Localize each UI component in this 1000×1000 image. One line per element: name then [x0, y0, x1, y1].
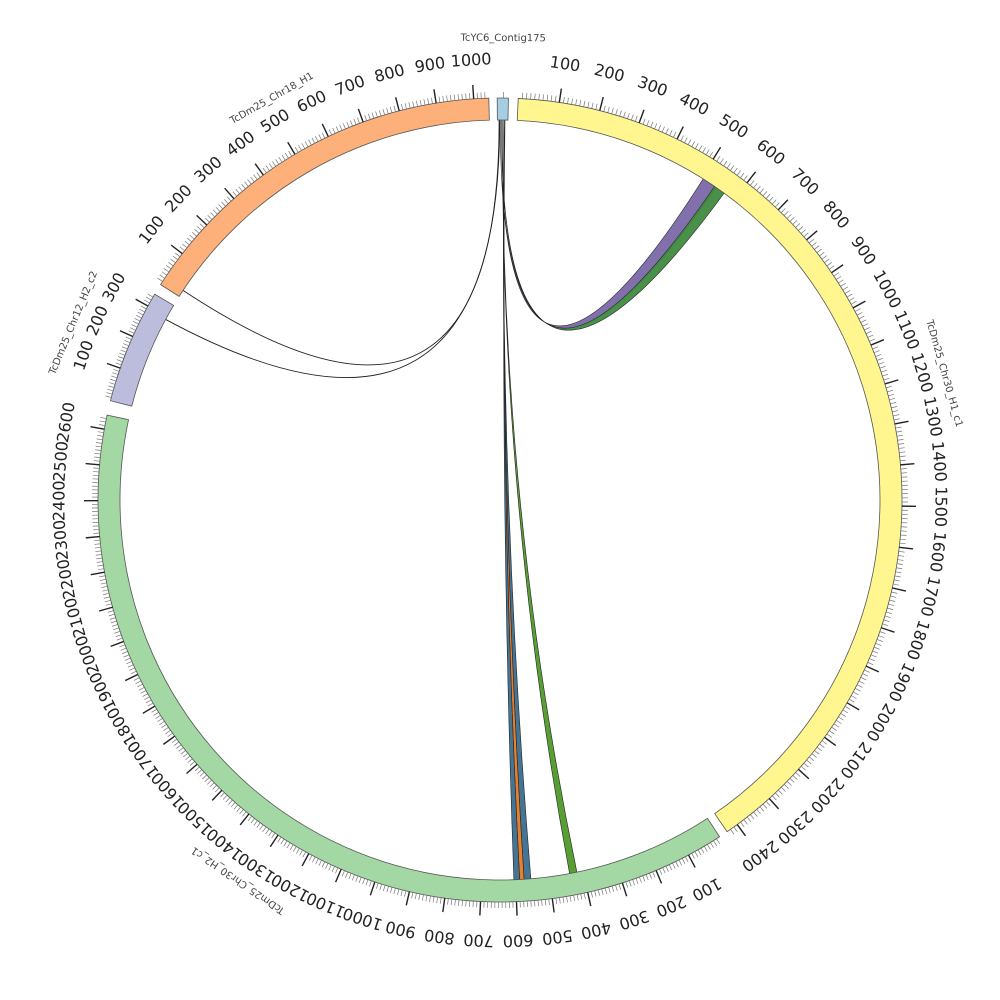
tick-label: 1100 — [890, 308, 923, 353]
tick-label: 2000 — [862, 700, 899, 745]
tick-label: 300 — [617, 906, 652, 933]
tick-label: 700 — [788, 164, 823, 199]
tick-label: 900 — [384, 917, 418, 942]
tick-label: 900 — [847, 233, 880, 269]
tick-label: 2600 — [53, 401, 79, 444]
tick-label: 500 — [716, 110, 752, 142]
tick-label: 100 — [689, 874, 725, 905]
tick-label: 1500 — [931, 486, 951, 527]
tick-label: 2400 — [738, 836, 782, 875]
tick-label: 600 — [502, 931, 533, 951]
ticks-chr12 — [105, 293, 154, 398]
ideogram-contig — [496, 97, 509, 121]
tick-layer — [83, 84, 916, 916]
tick-label: 2200 — [53, 557, 79, 600]
tick-label: 1800 — [903, 618, 934, 663]
tick-label: 900 — [413, 53, 446, 77]
ideogram-chr30h1 — [516, 97, 903, 833]
tick-label: 200 — [653, 892, 689, 921]
tick-label: 2100 — [60, 596, 89, 640]
tick-label: 700 — [332, 71, 367, 99]
tick-label: 600 — [294, 86, 330, 116]
tick-label: 800 — [372, 60, 406, 86]
tick-label: 1900 — [885, 660, 919, 705]
tick-label: 2300 — [774, 807, 817, 848]
tick-label: 2200 — [807, 774, 848, 817]
tick-label: 2300 — [50, 519, 73, 561]
ticks-chr30h2 — [83, 417, 721, 916]
segment-label: TcYC6_Contig175 — [459, 33, 545, 45]
link-layer — [165, 119, 725, 881]
tick-label: 100 — [549, 52, 582, 75]
ideogram-chr12 — [109, 293, 175, 407]
tick-label: 1000 — [450, 49, 492, 71]
tick-label: 2100 — [836, 738, 875, 782]
tick-label: 200 — [82, 303, 112, 339]
link-chr18 — [182, 120, 500, 366]
tick-label: 1700 — [917, 575, 944, 619]
tick-label: 300 — [190, 152, 225, 186]
tick-label: 1300 — [920, 395, 946, 439]
tick-label: 300 — [635, 72, 670, 100]
ticks-chr18 — [157, 84, 486, 282]
tick-label: 400 — [579, 918, 613, 943]
ticks-chr30h1 — [522, 88, 916, 837]
tick-label: 500 — [541, 926, 574, 949]
tick-label: 100 — [69, 338, 97, 373]
tick-label: 400 — [676, 89, 712, 120]
tick-label: 1200 — [907, 350, 937, 394]
tick-label: 2400 — [49, 480, 68, 521]
tick-label: 1600 — [926, 531, 950, 574]
tick-label: 300 — [98, 269, 129, 305]
tick-label: 1400 — [928, 440, 950, 482]
tick-label: 200 — [592, 60, 626, 86]
tick-label: 800 — [819, 197, 853, 233]
tick-label: 1000 — [869, 267, 905, 312]
tick-label: 700 — [463, 930, 494, 950]
ideogram-layer — [97, 97, 903, 903]
tick-label: 200 — [161, 181, 196, 216]
tick-label: 800 — [423, 925, 456, 948]
tick-label: 400 — [222, 127, 258, 160]
ideogram-chr30h2 — [97, 414, 721, 903]
tick-label: 600 — [753, 135, 789, 169]
tick-label: 100 — [135, 212, 169, 248]
tick-label: 2500 — [49, 440, 71, 482]
ideogram-chr18 — [160, 97, 490, 297]
